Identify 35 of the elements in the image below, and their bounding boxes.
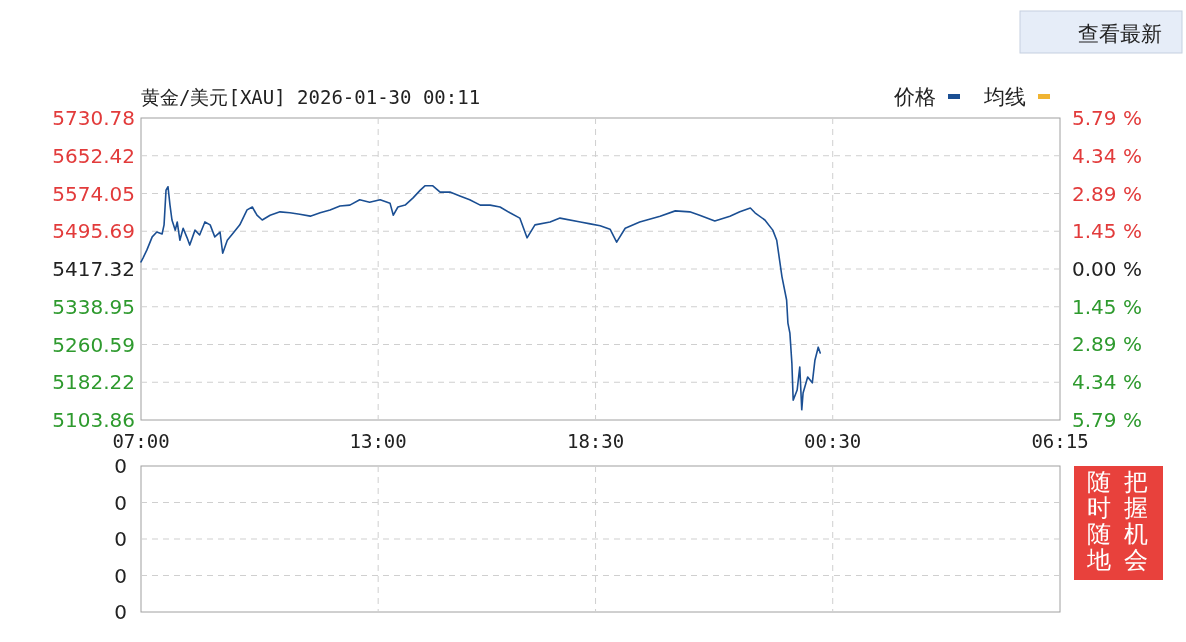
text: 0	[114, 454, 127, 478]
y2-tick-label: 0.00 %	[1072, 257, 1142, 281]
x-tick-label: 06:15	[1031, 430, 1089, 452]
y-tick-label: 5730.78	[52, 106, 135, 130]
y2-tick-label: 2.89 %	[1072, 181, 1142, 206]
chart-title: 黄金/美元[XAU] 2026-01-30 00:11	[141, 86, 481, 108]
x-tick-label: 13:00	[349, 430, 407, 452]
y2-tick-label: 4.34 %	[1072, 370, 1142, 395]
y2-tick-label: 1.45 %	[1072, 219, 1142, 244]
text: 0	[114, 490, 127, 515]
text: 把握机会	[1124, 468, 1148, 574]
y-tick-label: 5417.32	[52, 257, 135, 281]
x-tick-label: 18:30	[566, 430, 625, 452]
button: 查看最新	[1019, 10, 1183, 54]
x-tick-label: 00:30	[804, 430, 862, 452]
y-tick-label: 5103.86	[52, 408, 135, 432]
y-tick-label: 5182.22	[52, 370, 135, 395]
y2-tick-label: 1.45 %	[1072, 294, 1142, 319]
y-tick-label: 5574.05	[52, 181, 135, 206]
y-tick-label: 5338.95	[52, 294, 135, 319]
text: 0	[114, 527, 127, 551]
y2-tick-label: 5.79 %	[1072, 106, 1142, 130]
text: 0	[114, 600, 127, 624]
x-tick-label: 07:00	[112, 430, 170, 452]
legend-label: 均线	[983, 85, 1026, 109]
text: 随时随地	[1086, 468, 1111, 574]
y-tick-label: 5260.59	[52, 332, 135, 357]
text: 0	[114, 563, 127, 588]
y2-tick-label: 5.79 %	[1072, 408, 1142, 432]
y-tick-label: 5652.42	[52, 143, 135, 168]
legend-label: 价格	[893, 85, 936, 109]
y2-tick-label: 2.89 %	[1072, 332, 1142, 357]
y2-tick-label: 4.34 %	[1072, 143, 1142, 168]
y-tick-label: 5495.69	[52, 219, 135, 244]
line-series	[140, 185, 821, 411]
